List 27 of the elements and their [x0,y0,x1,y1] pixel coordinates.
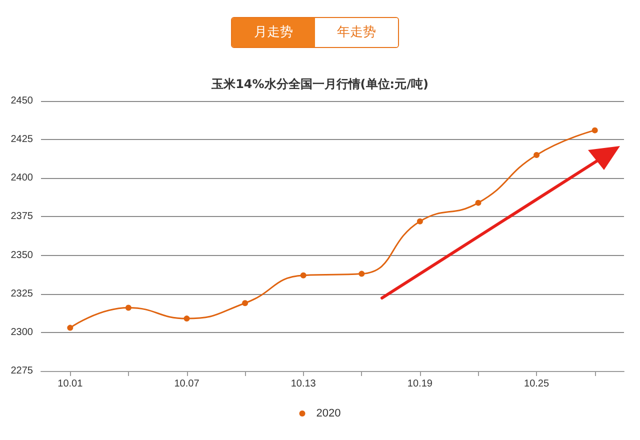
y-tick-label: 2400 [10,172,34,184]
x-tick-label: 10.13 [290,378,316,390]
point [475,200,482,206]
legend-label: 2020 [316,408,341,420]
point [534,152,540,158]
text: 年走势 [315,18,398,47]
y-tick-label: 2425 [10,134,34,146]
x-tick-label: 10.01 [58,378,84,390]
y-tick-label: 2450 [10,96,34,106]
point [416,218,423,224]
point [300,272,306,278]
point [184,316,190,322]
x-tick-label: 10.25 [524,378,550,390]
x-tick-label: 10.19 [407,378,433,390]
chart-title: 玉米14%水分全国一月行情(单位:元/吨) [210,77,428,91]
x-tick-label: 10.07 [174,378,200,390]
text: 月走势 [232,18,315,47]
y-tick-label: 2300 [10,326,34,338]
y-tick-label: 2325 [10,288,34,300]
point [125,304,132,311]
point [592,127,598,134]
y-tick-label: 2375 [10,211,34,222]
y-tick-label: 2275 [10,366,34,376]
point [358,270,365,277]
y-tick-label: 2350 [10,250,34,261]
point [67,324,74,331]
point [242,300,248,306]
